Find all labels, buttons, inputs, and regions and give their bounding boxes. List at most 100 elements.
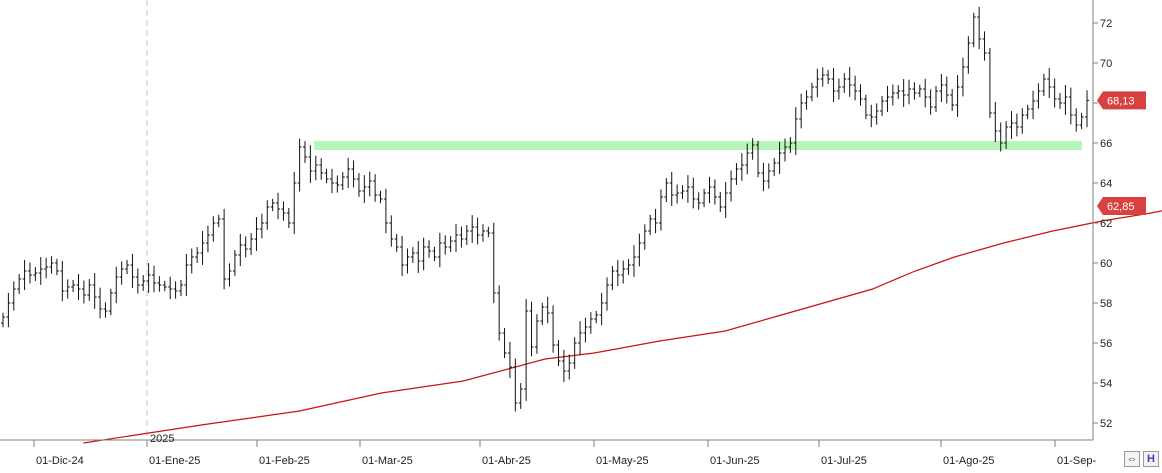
price-bar (329, 168, 334, 194)
price-bar (858, 84, 863, 106)
price-bar (621, 260, 626, 284)
x-tick-label: 01-Dic-24 (36, 455, 84, 467)
price-bar (340, 171, 345, 191)
price-bar (723, 181, 728, 219)
price-bar (243, 236, 248, 258)
price-bar (631, 245, 636, 277)
price-bar (281, 201, 286, 221)
price-bar (799, 93, 804, 129)
price-bar (923, 78, 928, 108)
price-bar (249, 233, 254, 255)
price-bar (308, 145, 313, 183)
y-tick-label: 52 (1100, 418, 1112, 430)
price-bar (22, 259, 27, 291)
price-bar (809, 82, 814, 102)
price-bar (459, 226, 464, 248)
price-bar (594, 310, 599, 324)
price-bar (205, 225, 210, 253)
x-tick-label: 01-May-25 (596, 455, 649, 467)
price-bar (551, 305, 556, 353)
price-bar (1085, 90, 1089, 128)
price-bar (211, 216, 216, 242)
y-tick-label: 70 (1100, 58, 1112, 70)
price-bar (265, 200, 270, 230)
price-bar (907, 79, 912, 105)
price-bar (6, 292, 11, 328)
y-tick-label: 56 (1100, 338, 1112, 350)
price-bar (890, 84, 895, 106)
price-bar (561, 349, 566, 383)
price-bar (356, 173, 361, 197)
price-bar (319, 158, 324, 180)
price-bar (599, 292, 604, 326)
price-bar (475, 217, 480, 245)
price-bar (130, 253, 135, 289)
price-bar (480, 224, 485, 242)
price-bar (950, 89, 955, 111)
price-bar (944, 76, 949, 104)
price-bar (497, 285, 502, 341)
price-bar (103, 302, 108, 318)
moving-average-line (83, 210, 1162, 444)
price-bar (998, 122, 1003, 152)
chart-settings-icon[interactable]: ⇔ (1124, 451, 1140, 467)
price-bar (605, 277, 610, 311)
chart-h-icon[interactable]: H (1143, 451, 1159, 467)
moving-average-layer (83, 210, 1162, 444)
y-tick-label: 62 (1100, 218, 1112, 230)
price-bar (524, 299, 529, 401)
price-bar (658, 189, 663, 231)
price-bar (567, 354, 572, 380)
price-bar (1004, 121, 1009, 149)
price-bar (173, 281, 178, 299)
price-bar (1036, 83, 1041, 109)
price-bar (54, 258, 59, 276)
price-bar (454, 223, 459, 253)
price-bar (610, 265, 615, 291)
price-bar (836, 78, 841, 100)
price-bar (588, 312, 593, 334)
price-bar (653, 208, 658, 234)
price-bar (702, 188, 707, 208)
price-bar (696, 192, 701, 210)
price-bar (847, 67, 852, 97)
x-tick-label: 01-Ene-25 (149, 455, 200, 467)
price-bar (135, 268, 140, 294)
price-bar (108, 288, 113, 316)
price-bar (993, 101, 998, 143)
price-bar (1074, 108, 1079, 132)
year-label: 2025 (150, 433, 174, 445)
price-bar (49, 256, 54, 274)
price-bar (933, 85, 938, 113)
price-bar (578, 321, 583, 355)
price-bar (669, 171, 674, 207)
y-tick-label: 58 (1100, 298, 1112, 310)
price-bar (81, 280, 86, 304)
price-bar (324, 168, 329, 184)
price-bar (491, 222, 496, 304)
price-bar (642, 224, 647, 250)
price-bar (788, 137, 793, 153)
price-bar (756, 140, 761, 178)
price-bar (270, 198, 275, 212)
price-bar (545, 296, 550, 324)
price-bar (464, 225, 469, 245)
price-bar (33, 267, 38, 281)
price-tag: 68,13 (1097, 91, 1146, 110)
price-bar (292, 171, 297, 235)
price-bar (960, 57, 965, 97)
price-bar (405, 248, 410, 274)
price-tag-label: 62,85 (1107, 201, 1135, 213)
price-bar (874, 103, 879, 125)
price-bar (826, 69, 831, 85)
price-bar (448, 235, 453, 253)
y-tick-label: 72 (1100, 18, 1112, 30)
price-bar (971, 12, 976, 48)
price-bar (615, 259, 620, 287)
price-bar (394, 233, 399, 253)
price-bar (739, 153, 744, 181)
price-bar (734, 163, 739, 185)
